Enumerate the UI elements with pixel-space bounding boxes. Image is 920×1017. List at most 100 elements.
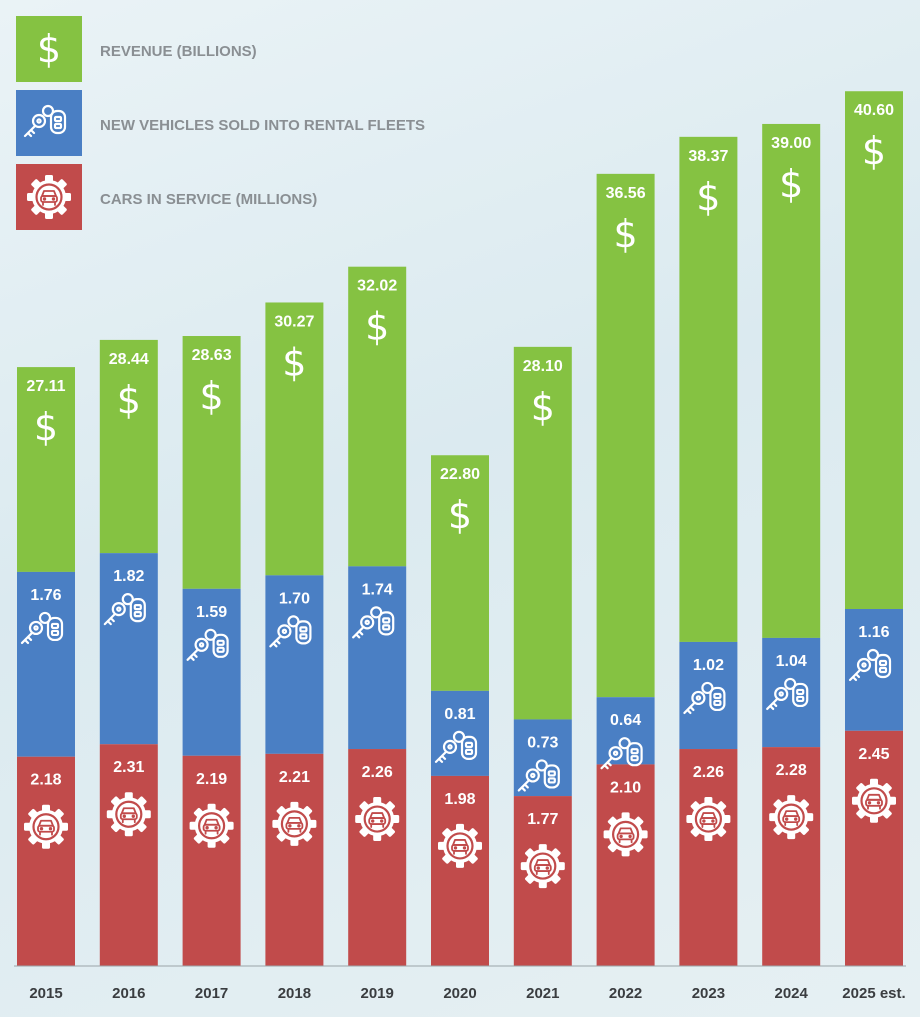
bar-stack: 28.44 $1.82 2.31 (99, 339, 158, 966)
new-vehicles-value-label: 1.70 (279, 590, 310, 607)
car-keys-icon (517, 759, 560, 792)
revenue-value-label: 28.44 (109, 351, 149, 368)
bar-new-vehicles (265, 575, 324, 754)
x-tick-label: 2019 (361, 985, 394, 1002)
car-gear-icon (438, 823, 482, 868)
new-vehicles-value-label: 1.04 (776, 653, 807, 670)
cars-in-service-value-label: 2.10 (610, 779, 641, 796)
bar-stack: 36.56 $0.64 2.10 (596, 173, 655, 966)
cars-in-service-value-label: 2.21 (279, 769, 310, 786)
dollar-icon: $ (365, 305, 389, 349)
legend-label: CARS IN SERVICE (MILLIONS) (100, 191, 317, 208)
bar-cars-in-service (762, 747, 821, 966)
new-vehicles-value-label: 0.73 (527, 734, 558, 751)
new-vehicles-value-label: 1.16 (858, 624, 889, 641)
bar-revenue (99, 339, 158, 554)
chart-legend: $ REVENUE (BILLIONS) NEW VEHICLES SOLD INT… (16, 16, 425, 230)
bar-new-vehicles (679, 641, 738, 750)
bar-stack: 28.63 $1.59 2.19 (182, 336, 241, 966)
cars-in-service-value-label: 2.45 (858, 746, 889, 763)
revenue-value-label: 38.37 (688, 148, 728, 165)
legend-swatch (16, 16, 82, 82)
legend-item: NEW VEHICLES SOLD INTO RENTAL FLEETS (16, 90, 425, 156)
revenue-value-label: 40.60 (854, 102, 894, 119)
bar-new-vehicles (596, 697, 655, 765)
bar-cars-in-service (17, 756, 75, 966)
dollar-icon: $ (448, 493, 472, 537)
cars-in-service-value-label: 2.28 (776, 762, 807, 779)
x-tick-label: 2022 (609, 985, 642, 1002)
bar-cars-in-service (431, 775, 489, 966)
revenue-value-label: 28.63 (192, 347, 232, 364)
x-axis-ticks: 2015 2016 2017 2018 2019 2020 2021 2022 2023 2024… (29, 985, 905, 1002)
bar-cars-in-service (99, 744, 158, 966)
bar-revenue (17, 367, 75, 572)
bar-revenue (513, 346, 572, 720)
dollar-icon: $ (117, 378, 141, 422)
revenue-value-label: 27.11 (26, 378, 65, 395)
cars-in-service-value-label: 2.18 (30, 772, 61, 789)
bar-stack: 30.27 $1.70 2.21 (265, 302, 324, 966)
new-vehicles-value-label: 0.64 (610, 712, 641, 729)
dollar-icon: $ (282, 340, 306, 384)
car-gear-icon (769, 795, 814, 840)
bar-new-vehicles (513, 719, 572, 797)
bar-stack: 40.60 $1.16 2.45 (845, 91, 903, 966)
x-tick-label: 2017 (195, 985, 228, 1002)
x-tick-label: 2020 (443, 985, 476, 1002)
car-gear-icon (272, 801, 317, 846)
car-gear-icon (189, 803, 234, 848)
bar-revenue (762, 123, 821, 638)
car-keys-icon (20, 611, 64, 645)
legend-label: NEW VEHICLES SOLD INTO RENTAL FLEETS (100, 117, 425, 134)
car-gear-icon (852, 778, 896, 823)
new-vehicles-value-label: 1.76 (30, 587, 61, 604)
bar-cars-in-service (596, 764, 655, 966)
new-vehicles-value-label: 1.74 (362, 581, 393, 598)
car-gear-icon (520, 844, 565, 889)
bar-new-vehicles (431, 690, 489, 776)
bar-revenue (265, 302, 324, 576)
bar-stack: 39.00 $1.04 2.28 (762, 123, 821, 966)
car-keys-icon (352, 606, 395, 639)
revenue-value-label: 30.27 (274, 313, 314, 330)
revenue-value-label: 39.00 (771, 135, 811, 152)
bar-cars-in-service (845, 730, 903, 966)
legend-item: $ REVENUE (BILLIONS) (16, 16, 257, 82)
car-keys-icon (848, 648, 892, 682)
new-vehicles-value-label: 1.02 (693, 657, 724, 674)
revenue-value-label: 36.56 (606, 185, 646, 202)
new-vehicles-value-label: 1.59 (196, 604, 227, 621)
dollar-icon: $ (696, 175, 720, 219)
cars-in-service-value-label: 1.98 (444, 791, 475, 808)
car-keys-icon (186, 628, 229, 661)
x-tick-label: 2016 (112, 985, 145, 1002)
bar-cars-in-service (348, 749, 407, 966)
car-gear-icon (355, 797, 400, 842)
bar-cars-in-service (679, 749, 738, 966)
cars-in-service-value-label: 2.31 (113, 759, 144, 776)
bar-stack: 22.80 $0.81 1.98 (431, 455, 489, 966)
car-gear-icon (603, 812, 648, 857)
dollar-icon: $ (531, 385, 555, 429)
bar-new-vehicles (182, 588, 241, 756)
chart-bars: 27.11 $1.76 2.18 28.44 $1.82 2.31 28.63 $1.59 2.… (17, 91, 903, 966)
x-tick-label: 2015 (29, 985, 62, 1002)
bar-stack: 27.11 $1.76 2.18 (17, 367, 75, 966)
bar-revenue (845, 91, 903, 610)
bar-revenue (679, 136, 738, 642)
dollar-icon: $ (37, 27, 61, 71)
x-tick-label: 2018 (278, 985, 311, 1002)
cars-in-service-value-label: 2.19 (196, 771, 227, 788)
bar-cars-in-service (265, 753, 324, 966)
legend-item: CARS IN SERVICE (MILLIONS) (16, 164, 317, 230)
bar-new-vehicles (17, 571, 75, 757)
car-keys-icon (23, 104, 67, 138)
bar-revenue (348, 266, 407, 567)
dollar-icon: $ (34, 405, 58, 449)
bar-cars-in-service (182, 755, 241, 966)
bar-new-vehicles (99, 553, 158, 745)
dollar-icon: $ (614, 212, 638, 256)
car-gear-icon (106, 792, 151, 837)
